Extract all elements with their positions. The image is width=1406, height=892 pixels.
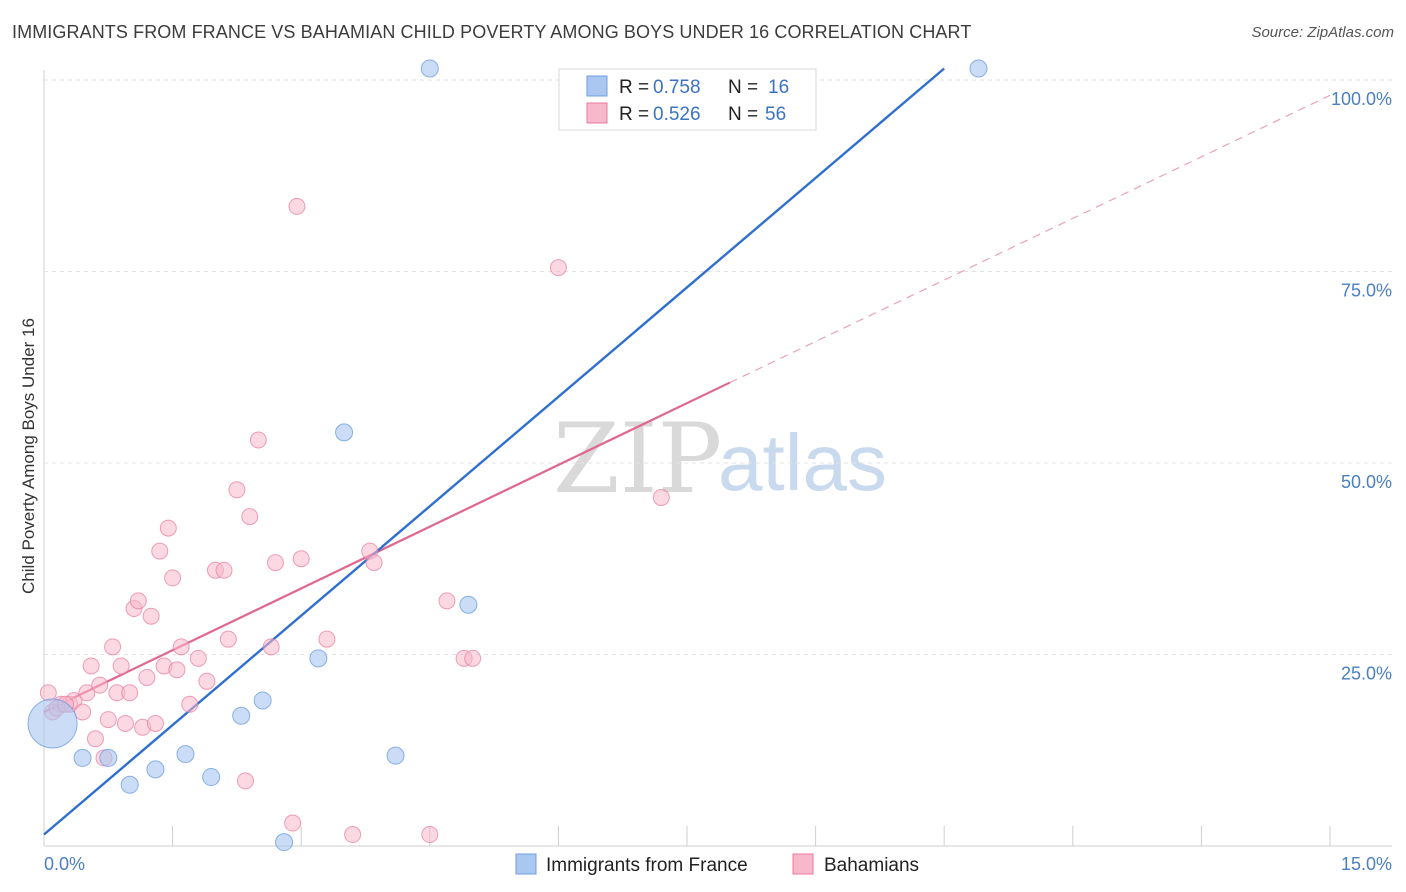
y-tick-label: 75.0% bbox=[1341, 281, 1392, 301]
bahamians-point bbox=[78, 684, 96, 702]
legend-r-label-bahamians: R = bbox=[619, 104, 649, 125]
bahamians-point bbox=[365, 554, 383, 572]
bahamians-point bbox=[284, 814, 302, 832]
france-point bbox=[120, 775, 139, 794]
legend-swatch-france bbox=[586, 75, 608, 97]
france-point bbox=[146, 760, 165, 779]
bottom-legend-swatch-france bbox=[515, 853, 537, 875]
france-point bbox=[309, 649, 328, 668]
legend-r-value-bahamians: 0.526 bbox=[653, 104, 701, 125]
bahamians-point bbox=[219, 630, 237, 648]
bahamians-point bbox=[104, 638, 122, 656]
legend-r-label-france: R = bbox=[619, 77, 649, 98]
x-tick-label-max: 15.0% bbox=[1341, 854, 1392, 874]
france-point bbox=[969, 59, 988, 78]
bahamians-point bbox=[464, 649, 482, 667]
bottom-legend-label-bahamians: Bahamians bbox=[824, 855, 919, 876]
france-point bbox=[202, 768, 221, 787]
bahamians-point bbox=[236, 772, 254, 790]
legend-n-value-bahamians: 56 bbox=[765, 104, 786, 125]
france-point bbox=[420, 59, 439, 78]
bottom-legend-label-france: Immigrants from France bbox=[546, 855, 748, 876]
bahamians-point bbox=[421, 826, 439, 844]
bahamians-point bbox=[164, 569, 182, 587]
bahamians-point bbox=[129, 592, 147, 610]
bahamians-point bbox=[86, 730, 104, 748]
bahamians-point bbox=[142, 607, 160, 625]
bahamians-point bbox=[91, 676, 109, 694]
watermark-atlas: atlas bbox=[718, 418, 887, 507]
bahamians-point bbox=[262, 638, 280, 656]
chart-title: IMMIGRANTS FROM FRANCE VS BAHAMIAN CHILD… bbox=[12, 22, 972, 42]
bahamians-point bbox=[172, 638, 190, 656]
france-point bbox=[386, 746, 405, 765]
legend: R = 0.758 N = 16 R = 0.526 N = 56 bbox=[558, 68, 817, 131]
legend-n-label-france: N = bbox=[728, 77, 758, 98]
france-point bbox=[176, 745, 195, 764]
y-tick-label: 50.0% bbox=[1341, 472, 1392, 492]
bahamians-point bbox=[116, 714, 134, 732]
bahamians-point bbox=[241, 508, 259, 526]
bahamians-point bbox=[292, 550, 310, 568]
bahamians-point bbox=[82, 657, 100, 675]
bahamians-point bbox=[74, 703, 92, 721]
bahamians-point bbox=[652, 488, 670, 506]
bahamians-point bbox=[121, 684, 139, 702]
bahamians-point bbox=[549, 259, 567, 277]
y-axis-title: Child Poverty Among Boys Under 16 bbox=[19, 318, 38, 594]
bahamians-point bbox=[266, 554, 284, 572]
bahamians-point bbox=[215, 561, 233, 579]
bahamians-point bbox=[159, 519, 177, 537]
bahamians-trend-extension bbox=[729, 94, 1331, 384]
bahamians-point bbox=[138, 668, 156, 686]
legend-n-value-france: 16 bbox=[768, 77, 789, 98]
france-point bbox=[459, 595, 478, 614]
france-point bbox=[335, 423, 354, 442]
x-tick-label-min: 0.0% bbox=[44, 854, 85, 874]
bahamians-point bbox=[151, 542, 169, 560]
bahamians-point bbox=[189, 649, 207, 667]
bahamians-point bbox=[228, 481, 246, 499]
bahamians-point bbox=[318, 630, 336, 648]
bahamians-point bbox=[99, 711, 117, 729]
france-point bbox=[232, 706, 251, 725]
france-point bbox=[27, 698, 78, 749]
watermark-zip: ZIP bbox=[553, 403, 722, 515]
bahamians-point bbox=[112, 657, 130, 675]
france-point bbox=[73, 748, 92, 767]
bottom-legend-swatch-bahamians bbox=[792, 853, 814, 875]
france-point bbox=[275, 833, 294, 852]
bahamians-point bbox=[198, 672, 216, 690]
legend-r-value-france: 0.758 bbox=[653, 77, 701, 98]
y-tick-label: 100.0% bbox=[1331, 89, 1392, 109]
bahamians-trend-line bbox=[43, 381, 731, 713]
bahamians-point bbox=[146, 714, 164, 732]
bahamians-point bbox=[168, 661, 186, 679]
bottom-legend: Immigrants from France Bahamians bbox=[515, 853, 919, 876]
y-tick-label: 25.0% bbox=[1341, 664, 1392, 684]
bahamians-point bbox=[181, 695, 199, 713]
bahamians-point bbox=[438, 592, 456, 610]
bahamians-point bbox=[344, 826, 362, 844]
france-point bbox=[99, 748, 118, 767]
source-credit: Source: ZipAtlas.com bbox=[1251, 24, 1394, 41]
bahamians-point bbox=[288, 197, 306, 215]
bahamians-point bbox=[39, 684, 57, 702]
legend-swatch-bahamians bbox=[586, 102, 608, 124]
bahamians-point bbox=[249, 431, 267, 449]
legend-n-label-bahamians: N = bbox=[728, 104, 758, 125]
france-point bbox=[253, 691, 272, 710]
